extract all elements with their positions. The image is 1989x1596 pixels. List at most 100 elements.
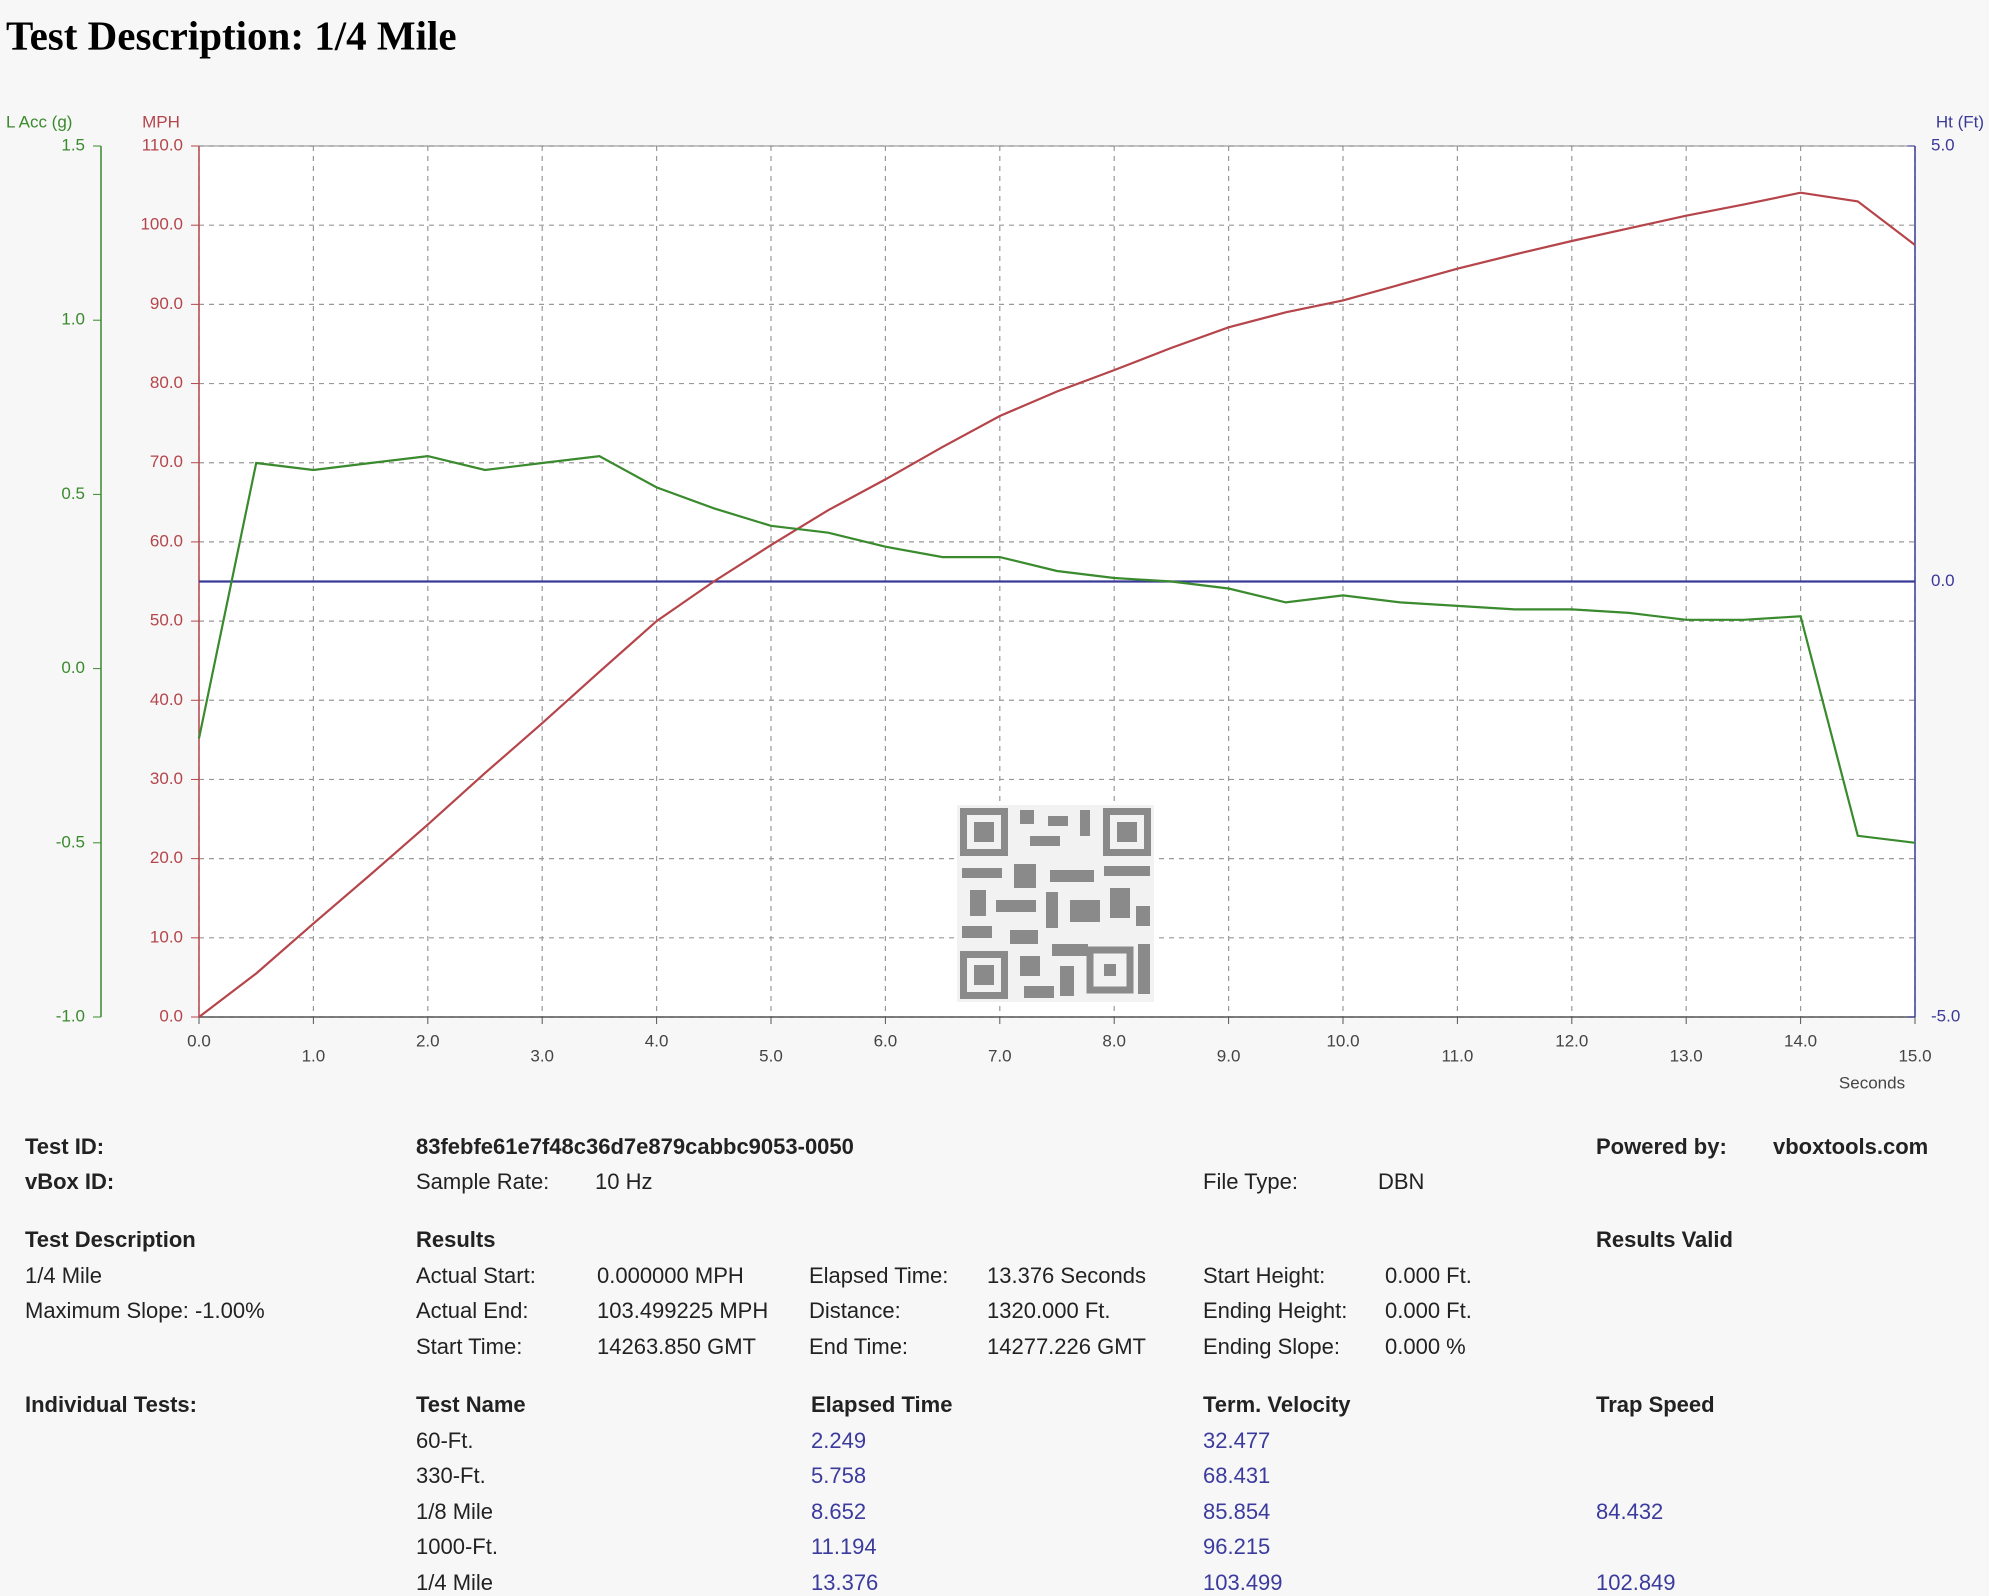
y-tick-label: 30.0 (150, 769, 183, 788)
y-tick-label: 0.0 (159, 1006, 183, 1025)
page-title: Test Description: 1/4 Mile (6, 12, 457, 58)
qr-code (957, 805, 1154, 1002)
heading: Individual Tests: (25, 1392, 197, 1417)
y2-axis-label: Ht (Ft) (1936, 112, 1984, 131)
text: Maximum Slope: -1.00% (25, 1298, 265, 1323)
column-header: Elapsed Time (811, 1392, 952, 1417)
term-velocity: 96.215 (1203, 1534, 1270, 1559)
text: 1/4 Mile (25, 1263, 102, 1288)
y3-tick-label: -1.0 (56, 1006, 85, 1025)
y3-axis-label: L Acc (g) (6, 112, 72, 131)
label: Actual End: (416, 1298, 529, 1323)
value: 103.499225 MPH (597, 1298, 768, 1323)
elapsed-time: 2.249 (811, 1428, 866, 1453)
y-tick-label: 90.0 (150, 294, 183, 313)
x-tick-label: 10.0 (1326, 1031, 1359, 1050)
term-velocity: 85.854 (1203, 1499, 1270, 1524)
label: File Type: (1203, 1169, 1298, 1194)
value: 13.376 Seconds (987, 1263, 1146, 1288)
value: 0.000 Ft. (1385, 1263, 1472, 1288)
label: vBox ID: (25, 1169, 114, 1194)
x-tick-label: 6.0 (874, 1031, 898, 1050)
term-velocity: 103.499 (1203, 1570, 1283, 1595)
value: 1320.000 Ft. (987, 1298, 1111, 1323)
x-tick-label: 7.0 (988, 1046, 1012, 1065)
status: Results Valid (1596, 1227, 1733, 1252)
label: Distance: (809, 1298, 901, 1323)
y3-tick-label: 1.5 (61, 135, 85, 154)
elapsed-time: 8.652 (811, 1499, 866, 1524)
y-tick-label: 80.0 (150, 373, 183, 392)
series-line (198, 191, 1916, 1018)
x-tick-label: 1.0 (302, 1046, 326, 1065)
label: Ending Height: (1203, 1298, 1347, 1323)
y-tick-label: 50.0 (150, 611, 183, 630)
elapsed-time: 13.376 (811, 1570, 878, 1595)
heading: Test Description (25, 1227, 196, 1252)
x-axis-label: Seconds (1839, 1073, 1905, 1092)
column-header: Test Name (416, 1392, 526, 1417)
test-name: 60-Ft. (416, 1428, 473, 1453)
test-name: 1000-Ft. (416, 1534, 498, 1559)
term-velocity: 68.431 (1203, 1463, 1270, 1488)
trap-speed: 84.432 (1596, 1499, 1663, 1524)
value: 83febfe61e7f48c36d7e879cabbc9053-0050 (416, 1134, 854, 1159)
y3-tick-label: -0.5 (56, 832, 85, 851)
y-tick-label: 100.0 (140, 215, 183, 234)
label: End Time: (809, 1334, 908, 1359)
y-tick-label: 110.0 (142, 135, 183, 154)
x-tick-label: 15.0 (1898, 1046, 1931, 1065)
value: DBN (1378, 1169, 1424, 1194)
trap-speed: 102.849 (1596, 1570, 1676, 1595)
label: Powered by: (1596, 1134, 1727, 1159)
x-tick-label: 9.0 (1217, 1046, 1241, 1065)
y2-tick-label: 0.0 (1931, 571, 1955, 590)
y-tick-label: 60.0 (150, 531, 183, 550)
x-tick-label: 0.0 (187, 1031, 211, 1050)
y3-tick-label: 1.0 (61, 310, 85, 329)
y2-tick-label: -5.0 (1931, 1006, 1960, 1025)
value: 0.000 Ft. (1385, 1298, 1472, 1323)
label: Start Time: (416, 1334, 522, 1359)
value: vboxtools.com (1773, 1134, 1928, 1159)
x-tick-label: 14.0 (1784, 1031, 1817, 1050)
x-tick-label: 2.0 (416, 1031, 440, 1050)
y-tick-label: 20.0 (150, 848, 183, 867)
test-name: 1/4 Mile (416, 1570, 493, 1595)
y2-tick-label: 5.0 (1931, 135, 1955, 154)
x-tick-label: 5.0 (759, 1046, 783, 1065)
y-tick-label: 10.0 (150, 927, 183, 946)
label: Test ID: (25, 1134, 104, 1159)
label: Actual Start: (416, 1263, 536, 1288)
x-tick-label: 11.0 (1441, 1046, 1473, 1065)
value: 0.000 % (1385, 1334, 1466, 1359)
y-tick-label: 40.0 (150, 690, 183, 709)
heading: Results (416, 1227, 495, 1252)
series-line (197, 454, 1916, 844)
x-tick-label: 8.0 (1102, 1031, 1126, 1050)
x-tick-label: 13.0 (1670, 1046, 1703, 1065)
label: Elapsed Time: (809, 1263, 948, 1288)
y-axis-label: MPH (142, 112, 180, 131)
term-velocity: 32.477 (1203, 1428, 1270, 1453)
y-tick-label: 70.0 (150, 452, 183, 471)
value: 14277.226 GMT (987, 1334, 1146, 1359)
value: 0.000000 MPH (597, 1263, 744, 1288)
x-tick-label: 12.0 (1555, 1031, 1588, 1050)
y3-tick-label: 0.0 (61, 658, 85, 677)
column-header: Trap Speed (1596, 1392, 1715, 1417)
test-name: 1/8 Mile (416, 1499, 493, 1524)
test-name: 330-Ft. (416, 1463, 486, 1488)
value: 10 Hz (595, 1169, 652, 1194)
label: Ending Slope: (1203, 1334, 1340, 1359)
value: 14263.850 GMT (597, 1334, 756, 1359)
label: Sample Rate: (416, 1169, 549, 1194)
y3-tick-label: 0.5 (61, 484, 85, 503)
x-tick-label: 4.0 (645, 1031, 669, 1050)
column-header: Term. Velocity (1203, 1392, 1351, 1417)
elapsed-time: 5.758 (811, 1463, 866, 1488)
x-tick-label: 3.0 (530, 1046, 554, 1065)
elapsed-time: 11.194 (811, 1534, 877, 1559)
label: Start Height: (1203, 1263, 1325, 1288)
